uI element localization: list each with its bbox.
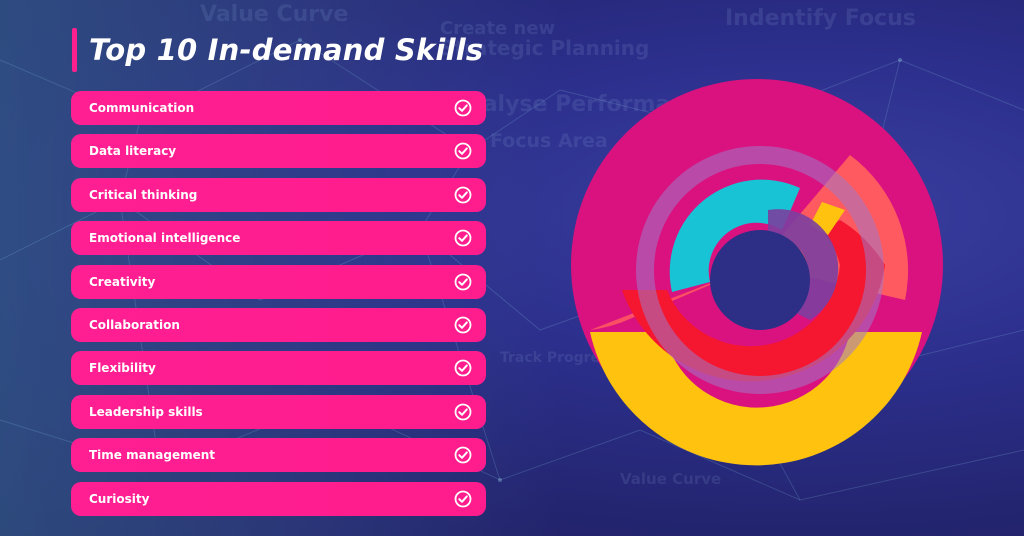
skill-item: Curiosity	[71, 481, 486, 516]
skill-label: Curiosity	[89, 491, 150, 506]
skill-label: Flexibility	[89, 361, 156, 376]
skill-item: Emotional intelligence	[71, 221, 486, 256]
skill-item: Collaboration	[71, 307, 486, 342]
skill-item: Flexibility	[71, 351, 486, 386]
check-circle-icon	[454, 273, 472, 290]
ring-center	[710, 230, 810, 330]
skill-label: Time management	[89, 448, 216, 463]
skill-label: Collaboration	[89, 317, 180, 332]
skill-label: Leadership skills	[89, 404, 203, 419]
skill-item: Data literacy	[71, 134, 486, 169]
check-circle-icon	[454, 99, 472, 117]
title-block: Top 10 In-demand Skills	[72, 28, 483, 72]
skill-label: Data literacy	[89, 144, 177, 159]
check-circle-icon	[454, 186, 472, 204]
radial-graphic	[571, 79, 943, 466]
skill-item: Leadership skills	[71, 394, 486, 429]
ring-cyan	[669, 179, 800, 292]
title-accent-bar	[72, 28, 77, 72]
ring-purple-inner	[768, 209, 839, 320]
skill-item: Time management	[71, 438, 486, 473]
skill-item: Creativity	[71, 264, 486, 299]
check-circle-icon	[454, 359, 472, 377]
skill-label: Critical thinking	[89, 187, 198, 202]
skill-item: Critical thinking	[71, 177, 486, 212]
ring-purple	[636, 146, 884, 394]
check-circle-icon	[454, 490, 472, 507]
check-circle-icon	[454, 446, 472, 464]
skills-list: Communication Data literacy Critical thi…	[71, 91, 486, 525]
skill-label: Communication	[89, 101, 195, 115]
page-title: Top 10 In-demand Skills	[89, 33, 484, 67]
skill-item: Communication	[71, 91, 486, 125]
check-circle-icon	[454, 403, 472, 421]
check-circle-icon	[454, 316, 472, 334]
check-circle-icon	[454, 142, 472, 160]
check-circle-icon	[454, 229, 472, 247]
skill-label: Emotional intelligence	[89, 231, 241, 246]
skill-label: Creativity	[89, 274, 156, 289]
